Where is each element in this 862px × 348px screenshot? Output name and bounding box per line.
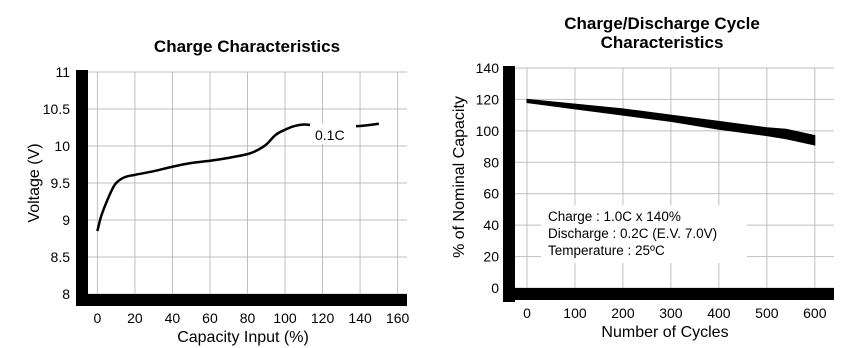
c1-title: Charge Characteristics <box>154 37 340 56</box>
c2-y-tick-140: 140 <box>476 60 500 76</box>
c1-y-tick-8.5: 8.5 <box>51 249 71 265</box>
c2-x-tick-0: 0 <box>523 305 531 321</box>
c2-y-tick-labels: 0 20 40 60 80 100 120 140 <box>476 60 500 296</box>
c2-y-tick-120: 120 <box>476 91 500 107</box>
c2-x-tick-labels: 0 100 200 300 400 500 600 <box>523 305 827 321</box>
c2-title-line-2: Characteristics <box>601 33 724 52</box>
c1-y-tick-10.5: 10.5 <box>43 101 70 117</box>
c2-y-tick-40: 40 <box>483 217 499 233</box>
cycle-characteristics-chart: Charge/Discharge Cycle Characteristics 0… <box>451 14 834 341</box>
c2-y-tick-80: 80 <box>483 154 499 170</box>
c2-x-tick-200: 200 <box>611 305 635 321</box>
c2-x-tick-100: 100 <box>563 305 587 321</box>
c1-y-tick-labels: 8 8.5 9 9.5 10 10.5 11 <box>43 64 70 302</box>
c1-series-label: 0.1C <box>315 127 345 143</box>
c1-x-axis-bar <box>76 294 407 306</box>
c1-x-tick-40: 40 <box>165 310 181 326</box>
c1-x-tick-120: 120 <box>311 310 335 326</box>
c1-x-tick-20: 20 <box>127 310 143 326</box>
c2-title-line-1: Charge/Discharge Cycle <box>564 14 760 33</box>
c2-annotation-discharge: Discharge : 0.2C (E.V. 7.0V) <box>548 226 717 241</box>
c2-y-tick-20: 20 <box>483 249 499 265</box>
c2-y-axis-label: % of Nominal Capacity <box>451 96 468 258</box>
c2-annotation-box <box>541 205 747 263</box>
c2-y-axis-bar <box>503 66 515 302</box>
c1-gridlines <box>88 71 407 295</box>
c1-x-tick-160: 160 <box>386 310 410 326</box>
c1-y-tick-10: 10 <box>54 138 70 154</box>
c1-x-tick-80: 80 <box>240 310 256 326</box>
c2-capacity-band <box>526 98 816 146</box>
c1-y-tick-9: 9 <box>62 212 70 228</box>
c2-x-tick-300: 300 <box>659 305 683 321</box>
c1-x-axis-label: Capacity Input (%) <box>177 329 309 346</box>
charge-characteristics-chart: Charge Characteristics 88.599.51010.511 … <box>26 37 410 346</box>
c1-x-tick-60: 60 <box>202 310 218 326</box>
c2-y-tick-0: 0 <box>491 280 499 296</box>
c2-x-tick-600: 600 <box>803 305 827 321</box>
c2-annotation-charge: Charge : 1.0C x 140% <box>548 209 681 224</box>
c1-x-tick-0: 0 <box>93 310 101 326</box>
c2-y-tick-60: 60 <box>483 186 499 202</box>
c1-series-label-bg <box>310 124 356 144</box>
c1-y-axis-label: Voltage (V) <box>26 143 43 222</box>
c1-x-tick-140: 140 <box>348 310 372 326</box>
c2-x-tick-500: 500 <box>755 305 779 321</box>
c2-y-tick-100: 100 <box>476 123 500 139</box>
c2-x-axis-bar <box>503 288 834 300</box>
c2-x-tick-400: 400 <box>707 305 731 321</box>
c1-y-tick-8: 8 <box>62 286 70 302</box>
c1-y-tick-11: 11 <box>55 64 70 80</box>
c1-x-tick-labels: 0 20 40 60 80 100 120 140 160 <box>93 310 409 326</box>
c2-x-axis-label: Number of Cycles <box>601 324 728 341</box>
c2-annotation-temperature: Temperature : 25ºC <box>548 243 665 258</box>
c1-y-tick-9.5: 9.5 <box>51 175 71 191</box>
c1-x-tick-100: 100 <box>273 310 297 326</box>
c1-y-axis-bar <box>76 70 88 306</box>
